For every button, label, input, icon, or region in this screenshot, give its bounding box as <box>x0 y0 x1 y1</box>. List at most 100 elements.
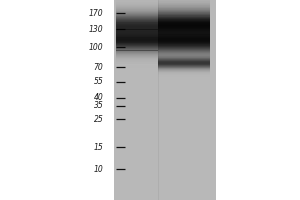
Bar <box>116 50 158 51</box>
Bar <box>116 46 158 47</box>
Bar <box>116 22 158 23</box>
Bar <box>158 8 210 9</box>
Bar <box>116 17 158 18</box>
Bar <box>116 7 158 8</box>
Bar <box>116 37 158 38</box>
Bar <box>158 23 210 24</box>
Text: 25: 25 <box>94 114 103 123</box>
Bar <box>158 17 210 18</box>
Bar <box>158 15 210 16</box>
Bar <box>116 34 158 35</box>
Bar <box>158 12 210 13</box>
Bar <box>116 22 158 23</box>
Bar <box>158 55 210 56</box>
Text: 10: 10 <box>94 164 103 173</box>
Bar <box>158 54 210 55</box>
Bar <box>116 15 158 16</box>
Bar <box>116 30 158 31</box>
Bar <box>158 2 210 3</box>
Bar <box>158 18 210 19</box>
Bar <box>116 14 158 15</box>
Bar <box>116 48 158 49</box>
Bar <box>116 40 158 41</box>
Bar <box>116 58 158 59</box>
Bar <box>158 4 210 5</box>
Bar <box>158 39 210 40</box>
Bar <box>116 40 158 41</box>
Bar <box>116 39 158 40</box>
Bar <box>158 27 210 28</box>
Bar <box>116 55 158 56</box>
Bar <box>158 36 210 37</box>
Bar <box>158 20 210 21</box>
Bar <box>116 18 158 19</box>
Bar <box>158 68 210 69</box>
Bar <box>158 72 210 73</box>
Bar <box>158 47 210 48</box>
Bar <box>116 42 158 43</box>
Bar <box>158 57 210 58</box>
Bar <box>158 7 210 8</box>
Bar <box>158 42 210 43</box>
Bar <box>158 41 210 42</box>
Bar <box>116 32 158 33</box>
Bar <box>158 65 210 66</box>
Bar <box>158 29 210 30</box>
Bar <box>158 35 210 36</box>
Bar <box>116 20 158 21</box>
Bar <box>158 5 210 6</box>
Bar <box>158 25 210 26</box>
Bar <box>116 41 158 42</box>
Bar <box>158 71 210 72</box>
Bar <box>116 33 158 34</box>
Bar <box>158 56 210 57</box>
Bar <box>116 55 158 56</box>
Bar <box>158 44 210 45</box>
Bar <box>158 11 210 12</box>
Bar <box>158 75 210 76</box>
Bar <box>158 62 210 63</box>
Bar <box>116 23 158 24</box>
Bar <box>116 44 158 45</box>
Bar <box>158 54 210 55</box>
Bar <box>158 58 210 59</box>
Bar <box>116 57 158 58</box>
Bar <box>158 52 210 53</box>
Bar <box>158 64 210 65</box>
Bar <box>116 4 158 5</box>
Bar <box>158 45 210 46</box>
Bar <box>158 53 210 54</box>
Bar <box>158 51 210 52</box>
Text: 55: 55 <box>94 77 103 86</box>
Bar <box>116 5 158 6</box>
Text: 100: 100 <box>89 43 104 51</box>
Bar <box>158 19 210 20</box>
Bar <box>158 54 210 55</box>
Text: 35: 35 <box>94 102 103 110</box>
Bar <box>116 13 158 14</box>
Bar <box>158 69 210 70</box>
Bar <box>158 11 210 12</box>
Bar <box>158 6 210 7</box>
Bar <box>158 69 210 70</box>
Bar <box>158 35 210 36</box>
Bar <box>116 8 158 9</box>
Bar <box>158 49 210 50</box>
Bar <box>116 3 158 4</box>
Bar <box>116 62 158 63</box>
Bar <box>158 70 210 71</box>
Bar <box>158 53 210 54</box>
Bar <box>116 31 158 32</box>
Bar <box>116 56 158 57</box>
Bar <box>158 14 210 15</box>
Bar <box>158 43 210 44</box>
Bar <box>158 13 210 14</box>
Bar <box>158 28 210 29</box>
Bar <box>116 19 158 20</box>
Bar <box>158 50 210 51</box>
Bar <box>116 59 158 60</box>
Bar <box>116 11 158 12</box>
Bar <box>116 21 158 22</box>
Bar <box>158 26 210 27</box>
Bar <box>116 16 158 17</box>
